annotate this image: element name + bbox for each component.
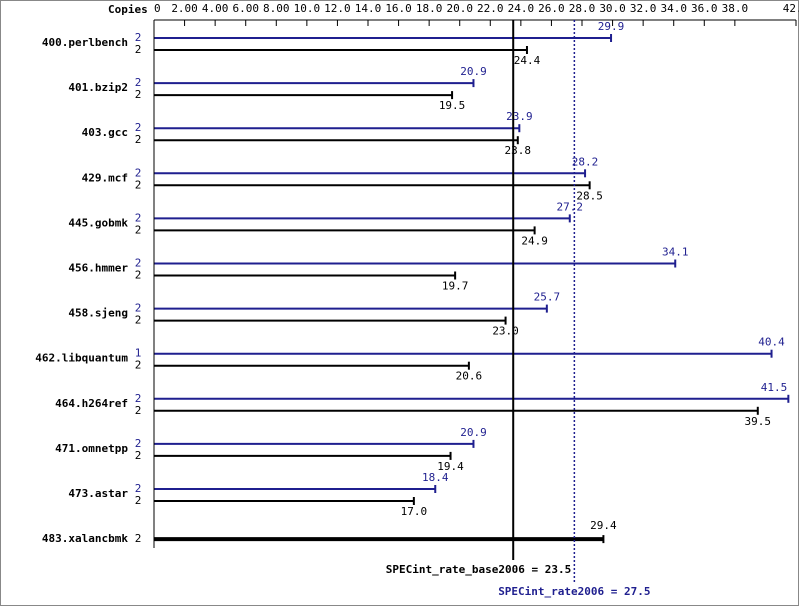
category-label: 471.omnetpp [55,442,128,455]
category-label: 462.libquantum [35,352,128,365]
copies-label: 2 [135,437,142,450]
value-label: 20.9 [460,426,487,439]
x-tick-label: 0 [154,2,161,15]
x-tick-label: 10.0 [294,2,321,15]
value-label: 19.7 [442,280,469,293]
category-label: 429.mcf [82,171,128,184]
copies-label: 2 [135,494,142,507]
x-tick-label: 12.0 [324,2,351,15]
copies-label: 2 [135,223,142,236]
value-label: 23.9 [506,110,533,123]
copies-label: 2 [135,314,142,327]
x-tick-label: 4.00 [202,2,229,15]
x-tick-label: 20.0 [446,2,473,15]
copies-label: 2 [135,31,142,44]
x-tick-label: 28.0 [569,2,596,15]
x-tick-label: 30.0 [599,2,626,15]
copies-label: 1 [135,347,142,360]
reference-label: SPECint_rate2006 = 27.5 [498,585,650,598]
axis-title: Copies [108,3,148,16]
value-label: 39.5 [745,415,772,428]
value-label: 29.9 [598,20,625,33]
value-label: 40.4 [758,336,785,349]
value-label: 19.5 [439,99,466,112]
value-label: 24.4 [514,54,541,67]
x-tick-label: 36.0 [691,2,718,15]
value-label: 27.2 [557,200,584,213]
copies-label: 2 [135,404,142,417]
value-label: 28.2 [572,155,599,168]
copies-label: 2 [135,302,142,315]
x-tick-label: 22.0 [477,2,504,15]
category-label: 464.h264ref [55,397,128,410]
copies-label: 2 [135,359,142,372]
copies-label: 2 [135,178,142,191]
copies-label: 2 [135,76,142,89]
category-label: 445.gobmk [68,216,128,229]
value-label: 41.5 [761,381,788,394]
copies-label: 2 [135,211,142,224]
value-label: 17.0 [401,505,428,518]
x-tick-label: 26.0 [538,2,565,15]
category-label: 400.perlbench [42,36,128,49]
category-label: 473.astar [68,487,128,500]
copies-label: 2 [135,133,142,146]
copies-label: 2 [135,532,142,545]
x-tick-label: 2.00 [171,2,198,15]
value-label: 18.4 [422,471,449,484]
copies-label: 2 [135,269,142,282]
x-tick-label: 38.0 [722,2,749,15]
reference-label: SPECint_rate_base2006 = 23.5 [386,563,571,576]
copies-label: 2 [135,449,142,462]
copies-label: 2 [135,482,142,495]
copies-label: 2 [135,392,142,405]
category-label: 456.hmmer [68,262,128,275]
category-label: 403.gcc [82,126,128,139]
value-label: 23.8 [505,144,532,157]
category-label: 483.xalancbmk [42,532,128,545]
category-label: 401.bzip2 [68,81,128,94]
x-tick-label: 8.00 [263,2,290,15]
value-label: 25.7 [534,291,561,304]
copies-label: 2 [135,43,142,56]
x-tick-label: 34.0 [660,2,687,15]
copies-label: 2 [135,257,142,270]
value-label: 28.5 [576,189,603,202]
value-label: 24.9 [521,234,548,247]
category-label: 458.sjeng [68,307,128,320]
value-label: 20.9 [460,65,487,78]
x-tick-label: 24.0 [508,2,535,15]
x-tick-label: 6.00 [232,2,259,15]
value-label: 29.4 [590,519,617,532]
value-label: 20.6 [456,370,483,383]
x-tick-label: 14.0 [355,2,382,15]
x-tick-label: 18.0 [416,2,443,15]
value-label: 23.0 [492,325,519,338]
x-tick-label: 32.0 [630,2,657,15]
copies-label: 2 [135,121,142,134]
x-tick-label: 42.0 [783,2,799,15]
value-label: 19.4 [437,460,464,473]
value-label: 34.1 [662,246,689,259]
x-tick-label: 16.0 [385,2,412,15]
copies-label: 2 [135,88,142,101]
copies-label: 2 [135,166,142,179]
